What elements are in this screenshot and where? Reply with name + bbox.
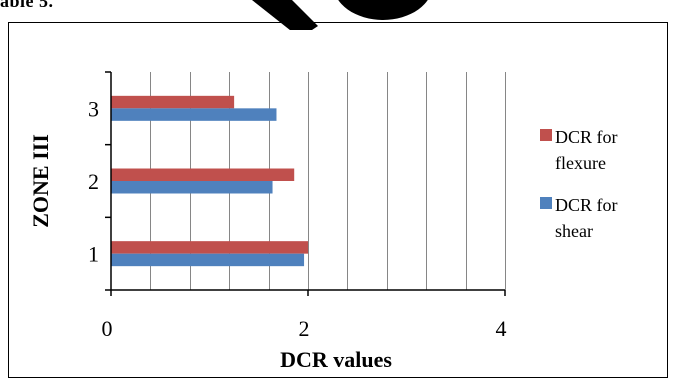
x-tick-label: 2 [299, 316, 310, 341]
bar-shear [111, 108, 277, 121]
y-axis-title: ZONE III [28, 134, 53, 228]
chart-frame [8, 22, 668, 378]
bar-flexure [111, 168, 295, 181]
x-axis-title: DCR values [280, 347, 392, 372]
legend-item-shear: DCR for shear [540, 192, 660, 244]
x-tick-label: 4 [496, 316, 507, 341]
caption-text: able 5. [0, 0, 54, 11]
y-tick-label: 3 [88, 96, 99, 121]
bar-shear [111, 253, 305, 267]
black-circle-shape [338, 0, 428, 20]
bar-flexure [111, 95, 235, 109]
legend-swatch-flexure [540, 129, 552, 141]
legend-label-flexure: DCR for flexure [555, 127, 618, 173]
legend-swatch-shear [540, 197, 552, 209]
y-tick-label: 1 [88, 242, 99, 267]
x-tick-label: 0 [102, 316, 113, 341]
legend: DCR for flexure DCR for shear [540, 124, 660, 260]
legend-label-shear: DCR for shear [555, 195, 618, 241]
legend-item-flexure: DCR for flexure [540, 124, 660, 176]
bar-flexure [111, 241, 308, 254]
bar-shear [111, 181, 273, 194]
y-tick-label: 2 [88, 169, 99, 194]
